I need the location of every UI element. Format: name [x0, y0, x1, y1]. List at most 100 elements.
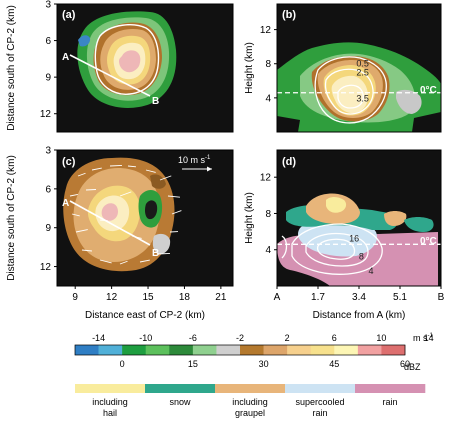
- section-black-gap-1: [277, 116, 300, 132]
- colorbar-velocity-tick-label: 2: [285, 333, 290, 343]
- point-a-label-c: A: [62, 198, 69, 209]
- wind-vector: [159, 175, 172, 181]
- panel-c-y-tick-label: 9: [45, 223, 51, 234]
- panel-b: 0.52.5 3.5 0°C (b) 4 8 12 Height (km): [244, 3, 442, 133]
- contour-d-outer: [291, 223, 383, 275]
- panel-c-ylabel: Distance south of CP-2 (km): [6, 155, 17, 281]
- echo-blue-patch: [78, 35, 91, 47]
- panel-d-y-ticks: 4 8 12: [260, 173, 277, 256]
- colorbar-velocity-tick-label: 6: [332, 333, 337, 343]
- contour-d-mid: [305, 232, 369, 267]
- cross-section-line-a: [69, 54, 151, 97]
- legend-swatch: [145, 384, 216, 393]
- wind-vector: [71, 213, 80, 217]
- panel-d-x-tick-label: 5.1: [393, 292, 407, 303]
- panel-c-xlabel: Distance east of CP-2 (km): [85, 310, 205, 321]
- legend-label: supercooled rain: [295, 397, 344, 418]
- panel-d-y-tick-label: 12: [260, 173, 272, 184]
- wind-vector: [109, 164, 123, 167]
- panel-a-y-tick-label: 6: [45, 36, 51, 47]
- wind-vector: [127, 165, 137, 168]
- panel-a-y-ticks: 3 6 9 12: [40, 0, 57, 120]
- colorbar-reflectivity-tick-label: 60: [400, 359, 410, 369]
- panel-c-x-ticks: 9 12 15 18 21: [72, 286, 227, 303]
- colorbar-reflectivity-unit: dBZ: [404, 362, 421, 372]
- contour-d-left-fragment: [281, 235, 288, 259]
- point-b-label: B: [152, 96, 159, 107]
- contour-b-inner: [337, 84, 364, 109]
- panel-b-contour-labels: 0.52.5 3.5: [356, 58, 369, 103]
- panel-a-ylabel: Distance south of CP-2 (km): [6, 5, 17, 131]
- panel-d-x-tick-label: B: [438, 292, 445, 303]
- panel-d-x-tick-label: 1.7: [311, 292, 325, 303]
- panel-b-reflectivity-field: [277, 42, 441, 132]
- colorbar-swatch: [75, 345, 99, 355]
- panel-d-contour-label: 4: [369, 266, 374, 276]
- colorbar-swatch: [287, 345, 312, 355]
- colorbar-velocity-tick-label: 10: [376, 333, 386, 343]
- panel-c-x-tick-label: 21: [215, 292, 227, 303]
- wind-vector: [157, 252, 171, 255]
- wind-vector: [75, 229, 88, 233]
- panel-a-y-tick-label: 3: [45, 0, 51, 11]
- wind-vector: [171, 210, 182, 215]
- colorbar-velocity-tick-label: -6: [189, 333, 197, 343]
- panel-b-y-tick-label: 12: [260, 25, 272, 36]
- hydrometeor-legend: including hail snow including graupel superco…: [75, 384, 426, 418]
- panel-c-x-tick-label: 9: [72, 292, 78, 303]
- section-grey-band: [396, 89, 422, 114]
- colorbar-swatch: [98, 345, 123, 355]
- colorbar-reflectivity-tick-label: 30: [259, 359, 269, 369]
- vector-scale-label: 10 m s-1: [178, 155, 211, 165]
- panel-d-y-tick-label: 8: [265, 209, 271, 220]
- wind-vector: [77, 172, 86, 177]
- panel-c-y-tick-label: 12: [40, 262, 52, 273]
- region-hail: [326, 197, 347, 213]
- colorbar-swatch: [381, 345, 406, 355]
- echo-core-pink: [119, 50, 141, 73]
- velocity-dark-cell: [145, 200, 158, 220]
- panel-d-xlabel: Distance from A (km): [313, 310, 406, 321]
- colorbar-swatch: [169, 345, 194, 355]
- panel-c-x-tick-label: 12: [106, 292, 118, 303]
- panel-c-x-tick-label: 18: [179, 292, 191, 303]
- wind-vector: [167, 195, 180, 198]
- legend-labels: including hail snow including graupel superco…: [92, 397, 397, 418]
- panel-a: A B (a) 3 6 9 12 Distance south of CP-2 (km…: [6, 0, 234, 133]
- wind-vector: [99, 259, 112, 264]
- colorbar-reflectivity-tick-label: 0: [120, 359, 125, 369]
- panel-c-y-ticks: 3 6 9 12: [40, 146, 57, 273]
- panel-c-label: (c): [62, 156, 76, 168]
- colorbar-swatch: [263, 345, 288, 355]
- panel-d-contour-label: 16: [349, 234, 359, 244]
- colorbar-swatch: [145, 345, 170, 355]
- colorbar-swatch: [192, 345, 217, 355]
- colorbar-swatch: [216, 345, 241, 355]
- velocity-edge-brown: [150, 174, 166, 189]
- panel-d-x-tick-label: 3.4: [352, 292, 366, 303]
- velocity-pink-core: [101, 203, 118, 221]
- panel-b-freezing-annotation: 0°C: [420, 85, 437, 96]
- panel-c-x-tick-label: 15: [142, 292, 154, 303]
- colorbar-swatch: [122, 345, 147, 355]
- colorbar-velocity-tick-label: -2: [236, 333, 244, 343]
- wind-vector: [145, 169, 156, 173]
- colorbar-reflectivity-tick-label: 15: [188, 359, 198, 369]
- panel-c-y-tick-label: 3: [45, 146, 51, 157]
- panel-d-y-tick-label: 4: [265, 245, 271, 256]
- point-b-label-c: B: [152, 248, 159, 259]
- colorbar-velocity-tick-label: -14: [92, 333, 105, 343]
- velocity-colorbar: -14 -10 -6 -2 2 6 10 14 0 15 30 45 60 m s-1 dBZ: [74, 333, 434, 372]
- panel-d-hydrometeor-field: [277, 193, 438, 286]
- panel-d-x-ticks: A 1.7 3.4 5.1 B: [274, 286, 445, 303]
- panel-b-contour-label: 2.5: [356, 68, 369, 78]
- panel-b-y-ticks: 4 8 12: [260, 25, 277, 104]
- point-a-label: A: [62, 52, 69, 63]
- legend-label: snow: [169, 397, 191, 407]
- vector-scale-arrowhead: [207, 166, 212, 172]
- colorbar-reflectivity-tick-label: 45: [329, 359, 339, 369]
- cross-section-line-c: [69, 200, 151, 246]
- panel-d-freezing-annotation: 0°C: [420, 236, 437, 247]
- region-snow-right: [404, 217, 434, 232]
